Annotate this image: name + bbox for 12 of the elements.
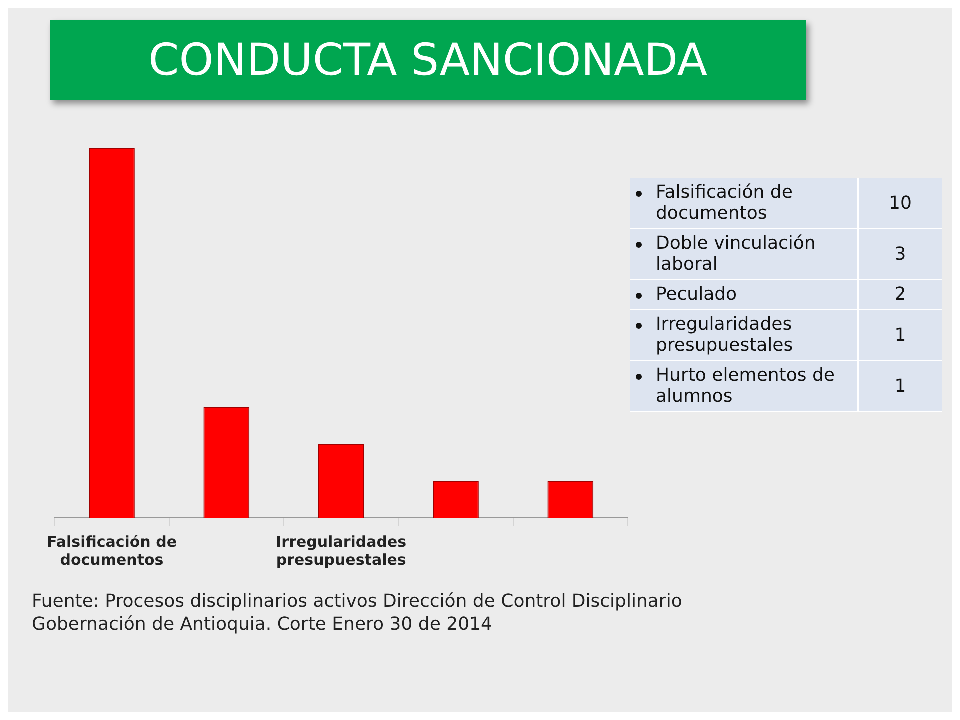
data-label: 2 bbox=[894, 283, 908, 307]
category-label: Peculado bbox=[656, 284, 738, 305]
data-label: 1 bbox=[894, 374, 908, 398]
data-label: 1 bbox=[894, 324, 908, 348]
data-label: 3 bbox=[894, 242, 908, 266]
category-label: Hurto elementos de alumnos bbox=[656, 365, 836, 407]
source-note: Fuente: Procesos disciplinarios activos Dirección de Control Disciplinario Gobernación de Antioquia. Corte Enero 30 de 2014 bbox=[32, 590, 684, 637]
category-label: Doble vinculación laboral bbox=[656, 233, 817, 275]
chart-title: CONDUCTA SANCIONADA bbox=[50, 20, 806, 100]
category-label: Irregularidades presupuestales bbox=[656, 314, 794, 356]
data-label: 10 bbox=[888, 192, 913, 216]
category-label: Falsificación de documentos bbox=[656, 182, 794, 224]
